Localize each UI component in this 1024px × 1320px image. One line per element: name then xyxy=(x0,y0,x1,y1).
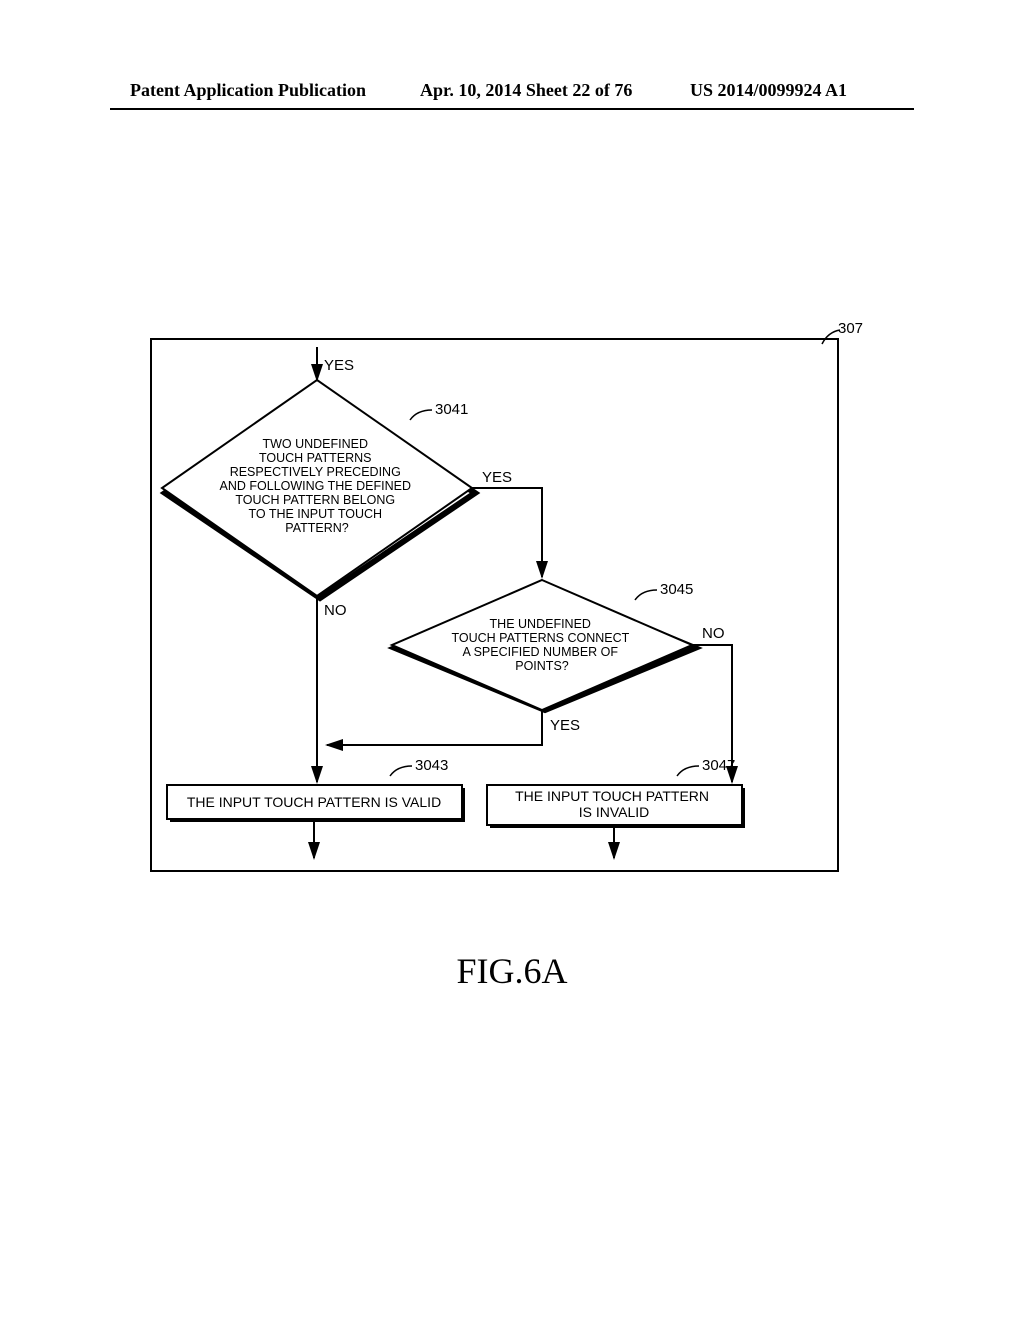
ref-3043: 3043 xyxy=(415,757,448,774)
label-d2-yes: YES xyxy=(550,717,580,734)
header-sheet: Apr. 10, 2014 Sheet 22 of 76 xyxy=(420,80,632,101)
d1-line-5: TO THE INPUT TOUCH xyxy=(248,507,382,521)
edge-d1-yes xyxy=(472,488,542,577)
label-d1-yes: YES xyxy=(482,469,512,486)
figure-caption: FIG.6A xyxy=(0,950,1024,992)
r2-line-0: THE INPUT TOUCH PATTERN xyxy=(515,788,709,804)
header-rule xyxy=(110,108,914,110)
ref-307-container: 307 xyxy=(838,320,863,337)
decision-1: TWO UNDEFINED TOUCH PATTERNS RESPECTIVEL… xyxy=(162,380,475,598)
flowchart-svg: YES TWO UNDEFINED TOUCH PATTERNS RESPECT… xyxy=(152,340,837,870)
ref-hook-307 xyxy=(820,326,860,348)
ref-3045: 3045 xyxy=(660,581,693,598)
d2-line-0: THE UNDEFINED xyxy=(490,617,591,631)
result-invalid: THE INPUT TOUCH PATTERN IS INVALID xyxy=(487,785,745,828)
d1-line-4: TOUCH PATTERN BELONG xyxy=(235,493,395,507)
d1-line-6: PATTERN? xyxy=(285,521,348,535)
label-d1-no: NO xyxy=(324,602,347,619)
ref-3041: 3041 xyxy=(435,401,468,418)
edge-d2-yes xyxy=(327,710,542,745)
page: Patent Application Publication Apr. 10, … xyxy=(0,0,1024,1320)
ref-hook-3043 xyxy=(390,766,412,776)
header-publication: Patent Application Publication xyxy=(130,80,366,101)
d1-line-2: RESPECTIVELY PRECEDING xyxy=(230,465,401,479)
d2-line-3: POINTS? xyxy=(515,659,569,673)
label-in-yes: YES xyxy=(324,357,354,374)
r1-text: THE INPUT TOUCH PATTERN IS VALID xyxy=(187,794,441,810)
decision-2: THE UNDEFINED TOUCH PATTERNS CONNECT A S… xyxy=(392,580,695,710)
r2-line-1: IS INVALID xyxy=(579,804,650,820)
flowchart-container: YES TWO UNDEFINED TOUCH PATTERNS RESPECT… xyxy=(150,338,839,872)
header-pubnum: US 2014/0099924 A1 xyxy=(690,80,847,101)
d1-line-1: TOUCH PATTERNS xyxy=(259,451,372,465)
ref-hook-3045 xyxy=(635,590,657,600)
ref-hook-3047 xyxy=(677,766,699,776)
d2-line-2: A SPECIFIED NUMBER OF xyxy=(462,645,618,659)
ref-hook-3041 xyxy=(410,410,432,420)
d1-line-0: TWO UNDEFINED xyxy=(262,437,368,451)
result-valid: THE INPUT TOUCH PATTERN IS VALID xyxy=(167,785,465,822)
label-d2-no: NO xyxy=(702,625,725,642)
d1-line-3: AND FOLLOWING THE DEFINED xyxy=(220,479,411,493)
ref-3047: 3047 xyxy=(702,757,735,774)
d2-line-1: TOUCH PATTERNS CONNECT xyxy=(451,631,629,645)
